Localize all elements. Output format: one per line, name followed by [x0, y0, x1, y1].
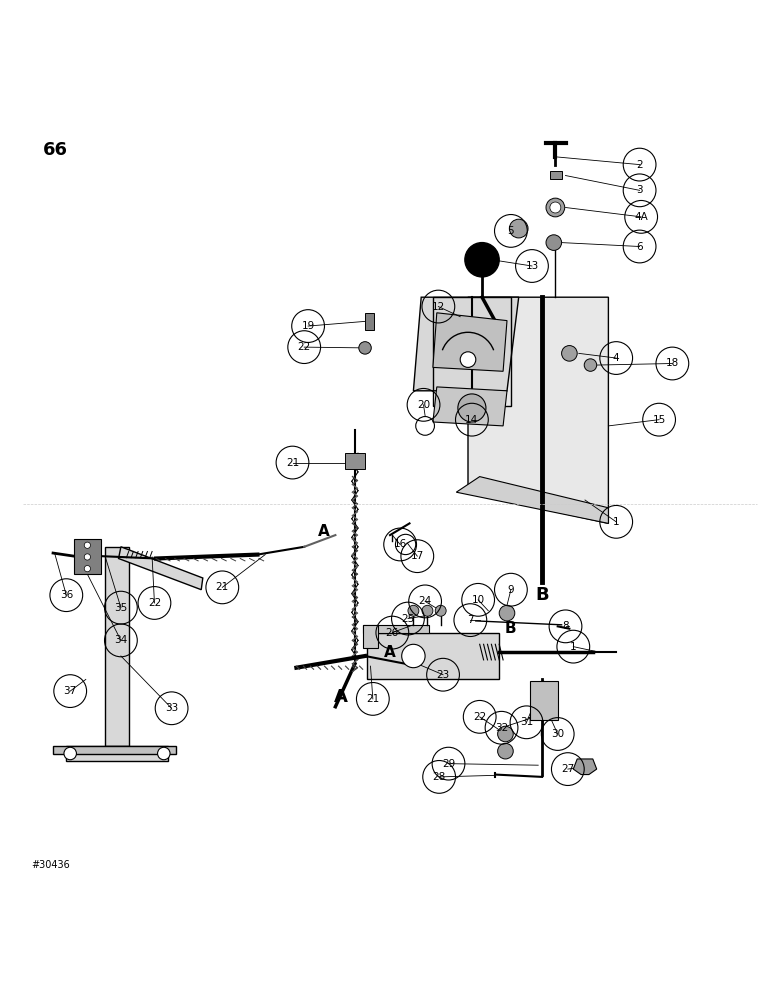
Polygon shape — [119, 547, 203, 590]
Text: 23: 23 — [437, 670, 449, 680]
Text: 21: 21 — [216, 582, 229, 592]
Circle shape — [64, 747, 76, 760]
Text: B: B — [535, 586, 549, 604]
Text: 22: 22 — [473, 712, 486, 722]
Bar — [550, 171, 562, 179]
Text: 5: 5 — [508, 226, 514, 236]
Text: 22: 22 — [148, 598, 161, 608]
Text: 26: 26 — [386, 628, 399, 638]
Circle shape — [84, 566, 90, 572]
Circle shape — [509, 219, 528, 238]
Text: 16: 16 — [394, 539, 406, 549]
Circle shape — [359, 342, 371, 354]
Text: 22: 22 — [298, 342, 310, 352]
Circle shape — [546, 198, 565, 217]
Text: 13: 13 — [526, 261, 538, 271]
Text: #30436: #30436 — [31, 860, 70, 870]
Polygon shape — [433, 313, 507, 371]
Polygon shape — [456, 477, 608, 523]
Polygon shape — [53, 746, 176, 754]
Circle shape — [584, 359, 597, 371]
Text: 17: 17 — [411, 551, 424, 561]
Text: 27: 27 — [562, 764, 574, 774]
Text: 19: 19 — [302, 321, 314, 331]
Polygon shape — [433, 387, 507, 426]
Circle shape — [435, 605, 446, 616]
Bar — [530, 681, 558, 720]
Polygon shape — [66, 746, 168, 761]
Text: 24: 24 — [419, 596, 431, 606]
Text: 15: 15 — [653, 415, 665, 425]
Text: 12: 12 — [432, 302, 445, 312]
Text: 34: 34 — [115, 635, 127, 645]
Text: A: A — [317, 524, 330, 539]
Circle shape — [458, 394, 486, 422]
Text: 25: 25 — [402, 614, 414, 624]
Polygon shape — [367, 633, 499, 679]
Text: A: A — [384, 645, 396, 660]
Circle shape — [550, 202, 561, 213]
Text: 1: 1 — [613, 517, 619, 527]
Text: 4: 4 — [613, 353, 619, 363]
Text: 29: 29 — [442, 759, 455, 769]
Polygon shape — [573, 759, 597, 775]
Polygon shape — [468, 297, 608, 523]
Polygon shape — [363, 625, 378, 648]
Circle shape — [562, 346, 577, 361]
Text: 28: 28 — [433, 772, 445, 782]
Text: 36: 36 — [60, 590, 73, 600]
Circle shape — [402, 644, 425, 668]
Text: 2: 2 — [636, 160, 643, 170]
Text: 20: 20 — [417, 400, 430, 410]
Text: 37: 37 — [64, 686, 76, 696]
Text: 35: 35 — [115, 603, 127, 613]
Text: 3: 3 — [636, 185, 643, 195]
Polygon shape — [363, 625, 429, 633]
Bar — [74, 539, 101, 574]
Text: B: B — [505, 621, 516, 636]
Circle shape — [498, 726, 513, 742]
Circle shape — [158, 747, 170, 760]
Text: 14: 14 — [466, 415, 478, 425]
Text: 9: 9 — [508, 585, 514, 595]
Text: 21: 21 — [286, 458, 299, 468]
Text: 66: 66 — [43, 141, 68, 159]
Polygon shape — [105, 547, 129, 746]
Text: A: A — [334, 688, 348, 706]
Circle shape — [498, 743, 513, 759]
Text: 31: 31 — [520, 717, 533, 727]
Text: 33: 33 — [165, 703, 178, 713]
Circle shape — [84, 554, 90, 560]
Text: 7: 7 — [467, 615, 473, 625]
Text: 21: 21 — [367, 694, 379, 704]
Polygon shape — [413, 297, 519, 391]
Text: 1: 1 — [570, 642, 576, 652]
Circle shape — [499, 605, 515, 621]
Text: 8: 8 — [562, 621, 569, 631]
Circle shape — [84, 542, 90, 548]
Circle shape — [408, 605, 419, 616]
Text: 18: 18 — [666, 359, 679, 368]
Circle shape — [465, 243, 499, 277]
Circle shape — [546, 235, 562, 250]
Circle shape — [422, 605, 433, 616]
Text: 6: 6 — [636, 242, 643, 252]
Text: 4A: 4A — [634, 212, 648, 222]
Polygon shape — [345, 453, 365, 469]
Bar — [365, 313, 374, 330]
Text: 10: 10 — [472, 595, 484, 605]
Circle shape — [460, 352, 476, 367]
Text: 32: 32 — [495, 723, 508, 733]
Text: 30: 30 — [551, 729, 564, 739]
